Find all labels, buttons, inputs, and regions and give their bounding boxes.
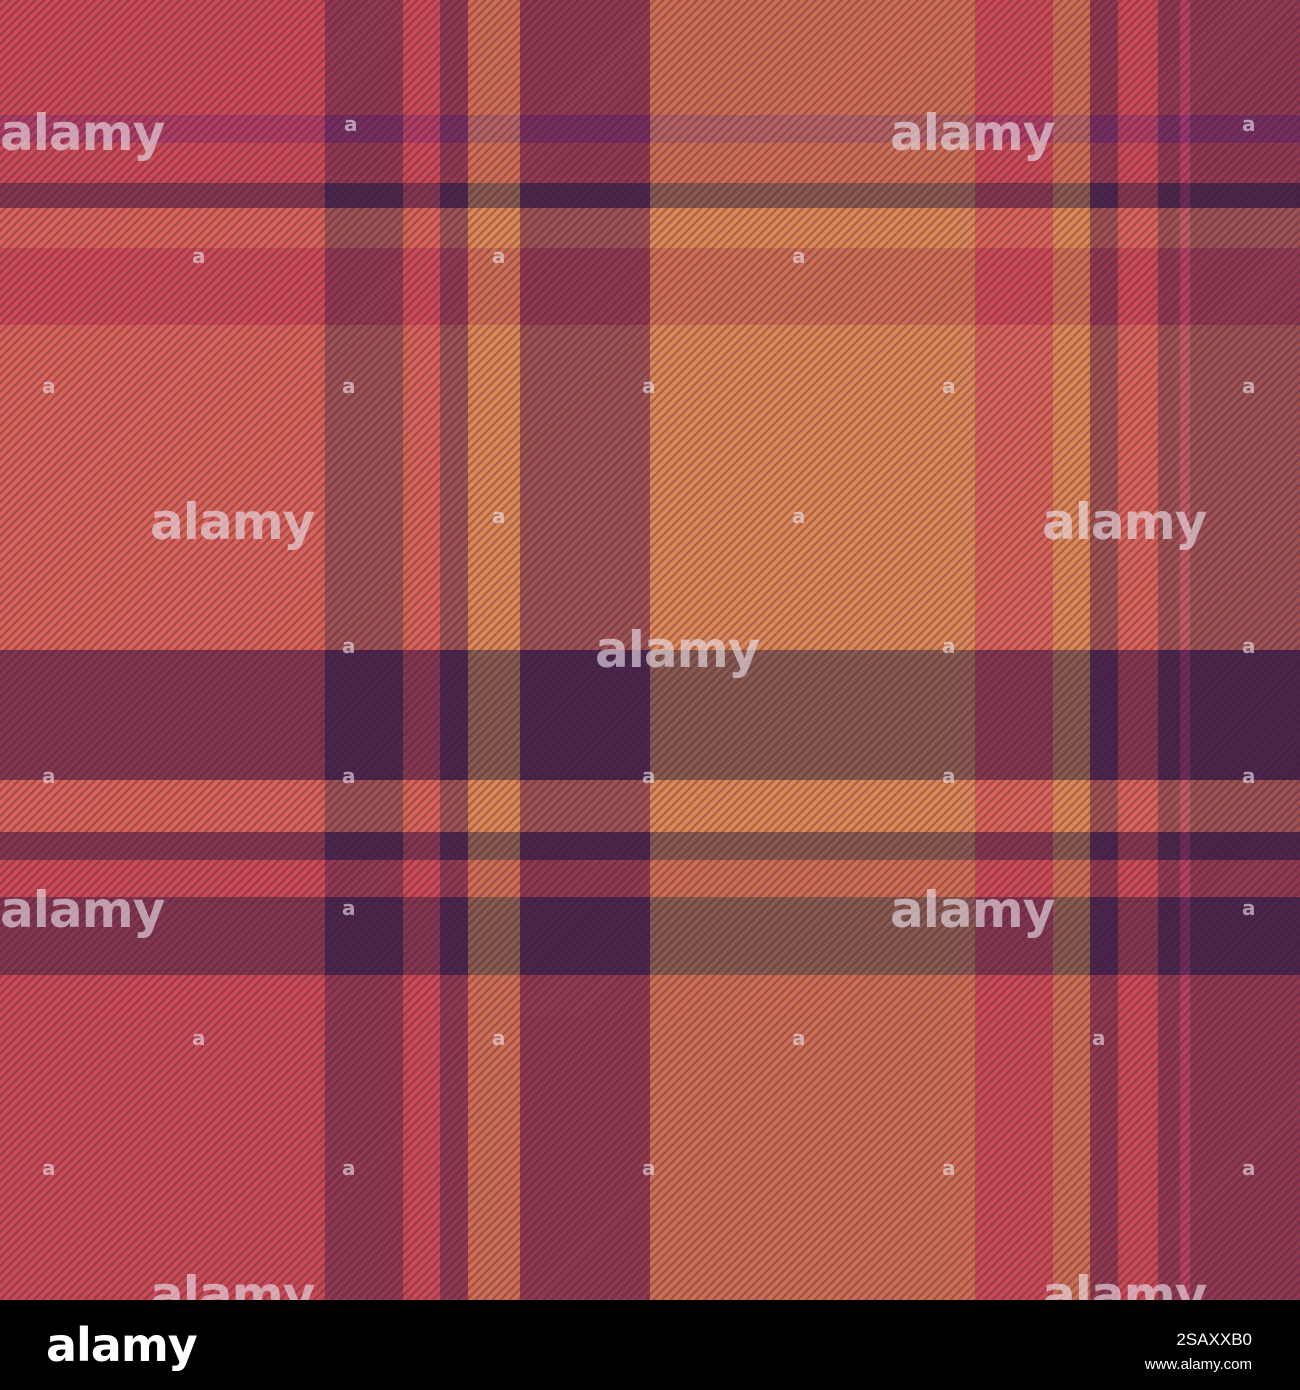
stock-footer-bar: alamy 2SAXXB0 www.alamy.com xyxy=(0,1300,1300,1390)
plaid-tartan-pattern xyxy=(0,0,1300,1300)
image-code: 2SAXXB0 xyxy=(1176,1330,1252,1349)
site-url: www.alamy.com xyxy=(1144,1356,1252,1373)
footer-brand-logo: alamy xyxy=(46,1318,198,1372)
